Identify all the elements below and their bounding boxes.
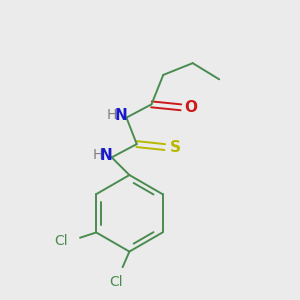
Text: H: H: [107, 108, 118, 122]
Text: S: S: [169, 140, 181, 154]
Text: O: O: [185, 100, 198, 115]
Text: Cl: Cl: [109, 275, 123, 289]
Text: N: N: [100, 148, 113, 163]
Text: H: H: [92, 148, 103, 162]
Text: Cl: Cl: [55, 234, 68, 248]
Text: N: N: [115, 108, 128, 123]
